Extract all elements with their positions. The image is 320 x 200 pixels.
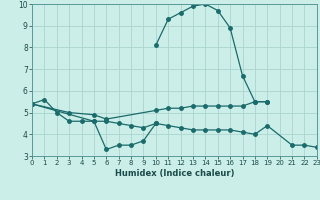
X-axis label: Humidex (Indice chaleur): Humidex (Indice chaleur) [115,169,234,178]
